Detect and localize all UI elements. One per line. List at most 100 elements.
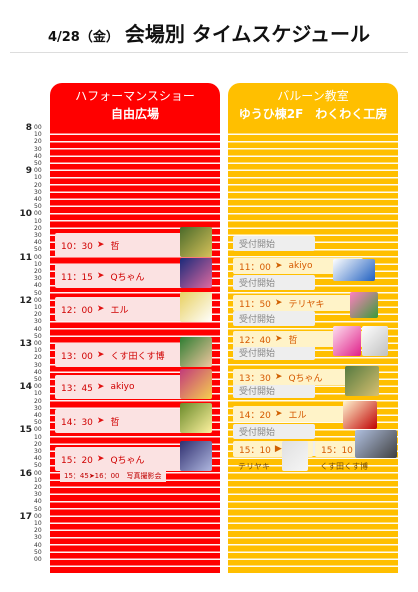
- axis-hour-label: 11: [19, 252, 32, 263]
- axis-minute-label: 40: [34, 152, 42, 160]
- axis-minute-label: 10: [34, 174, 42, 182]
- performer-photo: [180, 227, 212, 257]
- event-time: 11：50: [239, 299, 271, 310]
- stage-event: 13：45 ➤ akiyo: [55, 375, 195, 399]
- axis-hour-label: 14: [19, 382, 32, 393]
- stage-venue-place: 自由広場: [110, 107, 159, 121]
- axis-hour-label: 15: [19, 425, 32, 436]
- stage-venue-name: ハフォーマンスショー: [75, 89, 195, 103]
- stage-event: 12：00 ➤ エル: [55, 297, 195, 321]
- axis-minute-label: 50: [34, 203, 42, 211]
- stage-event: 13：00 ➤ くす田くす博: [55, 343, 195, 367]
- axis-minute-label: 50: [34, 376, 42, 383]
- performer-photo: [345, 366, 379, 396]
- axis-minute-label: 10: [34, 520, 42, 527]
- arrow-icon: ➤: [274, 409, 283, 419]
- axis-minute-label: 20: [34, 268, 42, 275]
- event-name: 哲: [110, 241, 120, 252]
- axis-minute-label: 30: [34, 404, 42, 412]
- axis-minute-label: 10: [34, 217, 42, 225]
- axis-minute-label: 30: [34, 275, 42, 283]
- event-time: 15：20: [61, 455, 93, 466]
- axis-minute-label: 20: [34, 397, 42, 405]
- axis-hour-label: 12: [19, 295, 32, 306]
- axis-minute-label: 30: [34, 361, 42, 369]
- event-time: 12：40: [239, 335, 271, 346]
- axis-minute-label: 20: [34, 181, 42, 189]
- reception-label: 受付開始: [233, 383, 315, 398]
- event-name: テリヤキ: [238, 462, 270, 471]
- performer-photo: [333, 326, 361, 356]
- event-name: 哲: [110, 417, 120, 428]
- balloon-event: 11：00 ➤ akiyo: [233, 258, 363, 274]
- axis-minute-label: 40: [34, 239, 42, 247]
- event-name: 哲: [288, 335, 298, 346]
- arrow-icon: ➤: [96, 454, 105, 464]
- axis-minute-label: 50: [34, 462, 42, 470]
- axis-hour-label: 8: [25, 123, 32, 133]
- page-title: 会場別 タイムスケジュール: [124, 22, 371, 46]
- axis-minute-label: 50: [34, 160, 42, 167]
- axis-hour-label: 16: [19, 468, 32, 479]
- axis-minute-label: 40: [34, 455, 42, 463]
- axis-minute-label: 40: [34, 325, 42, 333]
- event-name: Qちゃん: [110, 455, 145, 466]
- axis-minute-label: 20: [34, 138, 42, 146]
- event-name: Qちゃん: [110, 272, 145, 283]
- axis-minute-label: 10: [34, 260, 42, 268]
- arrow-icon: ➤: [96, 382, 105, 392]
- axis-minute-label: 10: [34, 304, 42, 311]
- stage-event: 11：15 ➤ Qちゃん: [55, 264, 195, 288]
- stage-event: 14：30 ➤ 哲: [55, 409, 195, 433]
- balloon-event: 12：40 ➤ 哲: [233, 331, 363, 347]
- performer-photo: [180, 292, 212, 322]
- stage-column: ハフォーマンスショー 自由広場: [50, 83, 220, 573]
- axis-minute-label: 40: [34, 282, 42, 290]
- performer-photo: [333, 259, 375, 281]
- divider: [10, 52, 408, 53]
- performer-photo: [350, 292, 378, 318]
- axis-minute-label: 40: [34, 196, 42, 203]
- axis-minute-label: 00: [34, 167, 42, 175]
- event-name: くす田くす博: [320, 462, 368, 471]
- axis-hour-label: 10: [19, 209, 32, 220]
- axis-minute-label: 20: [34, 527, 42, 535]
- performer-photo: [355, 430, 397, 458]
- event-time: 13：30: [239, 373, 271, 384]
- axis-minute-label: 50: [34, 332, 42, 340]
- axis-minute-label: 00: [34, 469, 42, 477]
- axis-minute-label: 30: [34, 491, 42, 499]
- event-name: エル: [288, 410, 307, 421]
- axis-minute-label: 40: [34, 541, 42, 549]
- date: 4/28（金）: [47, 30, 119, 45]
- axis-minute-label: 00: [34, 253, 42, 261]
- photo-session-note: 15：45➤16：00 写真撮影会: [60, 470, 166, 482]
- axis-minute-label: 30: [34, 448, 42, 455]
- axis-hour-label: 17: [19, 511, 32, 522]
- axis-minute-label: 30: [34, 318, 42, 326]
- axis-minute-label: 00: [34, 296, 42, 304]
- axis-hour-label: 13: [19, 339, 32, 349]
- axis-minute-label: 20: [34, 440, 42, 448]
- arrow-icon: ➤: [274, 261, 283, 271]
- axis-minute-label: 50: [34, 548, 42, 556]
- arrow-icon: ➤: [96, 350, 105, 360]
- arrow-icon: ➤: [274, 298, 283, 308]
- event-name: テリヤキ: [288, 299, 325, 310]
- axis-minute-label: 00: [34, 210, 42, 218]
- arrow-icon: ➤: [96, 240, 105, 250]
- event-time: 11：00: [239, 262, 271, 273]
- performer-photo: [362, 326, 388, 356]
- arrow-icon: ➤: [96, 271, 105, 281]
- event-time: 15：10: [321, 445, 353, 456]
- event-time: 10：30: [61, 241, 93, 252]
- axis-minute-label: 20: [34, 311, 42, 319]
- performer-photo: [343, 401, 377, 429]
- axis-minute-label: 50: [34, 246, 42, 254]
- axis-minute-label: 20: [34, 354, 42, 362]
- title: 4/28（金） 会場別 タイムスケジュール: [0, 18, 418, 47]
- axis-minute-label: 10: [34, 131, 42, 139]
- axis-minute-label: 10: [34, 390, 42, 398]
- event-name: akiyo: [288, 261, 313, 271]
- arrow-icon: ➤: [274, 372, 283, 382]
